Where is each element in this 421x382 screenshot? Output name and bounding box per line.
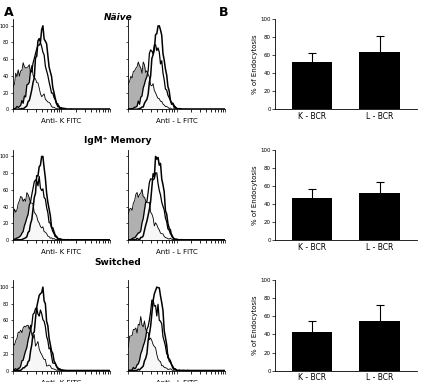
Bar xyxy=(360,321,400,371)
X-axis label: Anti- K FITC: Anti- K FITC xyxy=(41,249,82,255)
X-axis label: Anti - L FITC: Anti - L FITC xyxy=(156,380,197,382)
Bar xyxy=(360,52,400,109)
Text: Switched: Switched xyxy=(94,258,141,267)
Bar xyxy=(360,193,400,240)
X-axis label: Anti - L FITC: Anti - L FITC xyxy=(156,118,197,124)
Bar xyxy=(292,332,332,371)
Bar xyxy=(292,62,332,109)
Y-axis label: % of Endocytosis: % of Endocytosis xyxy=(251,165,258,225)
Y-axis label: % of Endocytosis: % of Endocytosis xyxy=(251,296,258,355)
Text: A: A xyxy=(4,6,14,19)
Bar xyxy=(292,197,332,240)
X-axis label: Anti- K FITC: Anti- K FITC xyxy=(41,118,82,124)
X-axis label: Anti - L FITC: Anti - L FITC xyxy=(156,249,197,255)
Text: IgM⁺ Memory: IgM⁺ Memory xyxy=(84,136,152,145)
Text: Näive: Näive xyxy=(104,13,132,23)
Text: B: B xyxy=(219,6,229,19)
X-axis label: Anti- K FITC: Anti- K FITC xyxy=(41,380,82,382)
Y-axis label: % of Endocytosis: % of Endocytosis xyxy=(251,34,258,94)
